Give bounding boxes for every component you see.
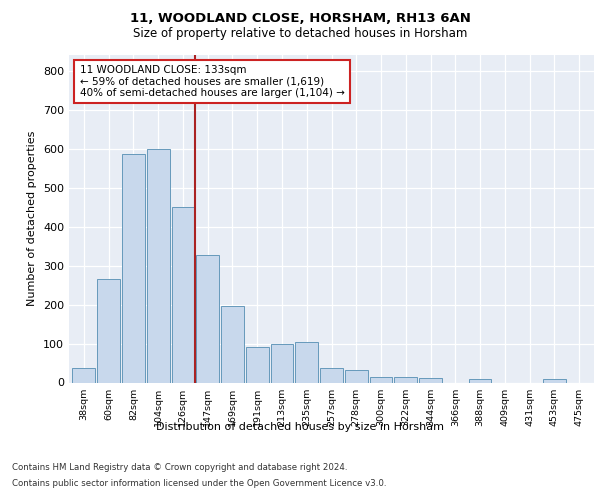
Bar xyxy=(73,368,95,382)
Bar xyxy=(469,380,491,382)
Bar xyxy=(97,279,120,382)
Bar xyxy=(271,344,293,382)
Bar xyxy=(172,207,194,382)
Bar xyxy=(419,378,442,382)
Bar xyxy=(196,254,219,382)
Text: 11 WOODLAND CLOSE: 133sqm
← 59% of detached houses are smaller (1,619)
40% of se: 11 WOODLAND CLOSE: 133sqm ← 59% of detac… xyxy=(79,65,344,98)
Bar xyxy=(246,348,269,382)
Text: Contains public sector information licensed under the Open Government Licence v3: Contains public sector information licen… xyxy=(12,478,386,488)
Bar xyxy=(370,376,392,382)
Bar xyxy=(295,342,318,382)
Bar xyxy=(345,370,368,382)
Bar xyxy=(320,368,343,382)
Bar xyxy=(221,306,244,382)
Text: Size of property relative to detached houses in Horsham: Size of property relative to detached ho… xyxy=(133,28,467,40)
Text: Contains HM Land Registry data © Crown copyright and database right 2024.: Contains HM Land Registry data © Crown c… xyxy=(12,464,347,472)
Bar xyxy=(147,148,170,382)
Bar xyxy=(394,376,417,382)
Text: Distribution of detached houses by size in Horsham: Distribution of detached houses by size … xyxy=(156,422,444,432)
Text: 11, WOODLAND CLOSE, HORSHAM, RH13 6AN: 11, WOODLAND CLOSE, HORSHAM, RH13 6AN xyxy=(130,12,470,26)
Y-axis label: Number of detached properties: Number of detached properties xyxy=(28,131,37,306)
Bar xyxy=(543,380,566,382)
Bar xyxy=(122,154,145,382)
